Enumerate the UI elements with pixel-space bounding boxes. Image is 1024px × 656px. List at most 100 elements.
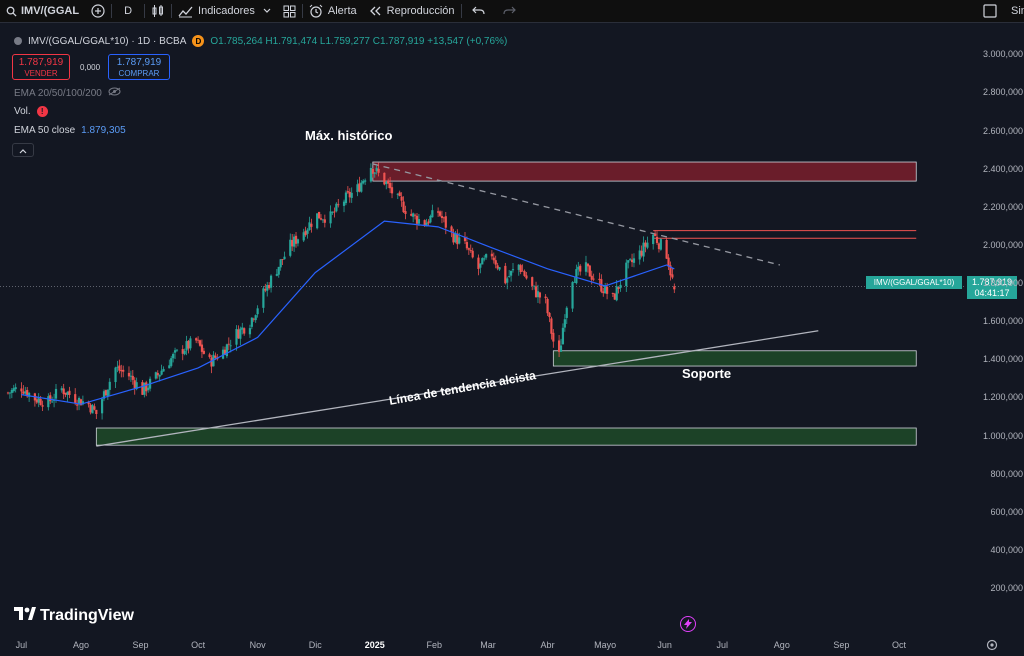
candle-body — [208, 354, 211, 358]
interval-button[interactable]: D — [112, 0, 144, 22]
lightning-icon[interactable] — [680, 616, 696, 632]
candle-body — [577, 266, 580, 270]
chart-area[interactable] — [0, 23, 1024, 656]
candle-body — [54, 388, 58, 399]
candle-body — [348, 191, 351, 198]
candle-body — [331, 212, 334, 213]
redo-button[interactable] — [495, 0, 524, 22]
tradingview-logo[interactable]: TradingView — [14, 607, 134, 625]
candle-body — [550, 318, 553, 334]
ath-annotation[interactable]: Máx. histórico — [305, 128, 393, 143]
buy-button[interactable]: 1.787,919 COMPRAR — [108, 54, 170, 80]
support-zone[interactable] — [552, 350, 917, 367]
volume-indicator[interactable]: Vol. ! — [14, 106, 48, 117]
x-tick-label: Mayo — [594, 640, 617, 650]
y-tick-label: 2.800,000 — [982, 87, 1023, 98]
indicators-icon — [178, 5, 193, 18]
y-tick-label: 400,000 — [990, 544, 1023, 555]
candle-body — [81, 401, 84, 405]
candle-body — [538, 292, 541, 298]
candle-body — [120, 370, 123, 372]
resistance-zone[interactable] — [372, 161, 917, 182]
x-tick-label: Abr — [540, 640, 555, 650]
redo-icon — [502, 6, 516, 16]
candle-body — [521, 270, 524, 272]
compare-button[interactable] — [85, 0, 111, 22]
candle-body — [225, 344, 228, 357]
candle-body — [333, 211, 336, 213]
candle-body — [533, 285, 536, 287]
ema-group-indicator[interactable]: EMA 20/50/100/200 — [14, 87, 121, 99]
y-tick-label: 3.000,000 — [982, 49, 1023, 60]
candle-body — [546, 298, 549, 314]
candle-body — [187, 340, 190, 349]
candle-body — [390, 187, 394, 194]
candle-body — [79, 399, 83, 406]
candle-body — [102, 391, 106, 399]
candle-body — [417, 219, 421, 224]
ema50-indicator[interactable]: EMA 50 close 1.879,305 — [14, 125, 126, 136]
candle-body — [410, 213, 413, 216]
candle-body — [369, 167, 373, 182]
candle-body — [342, 201, 346, 206]
candle-body — [183, 350, 186, 355]
candle-body — [317, 211, 321, 219]
support-annotation[interactable]: Soporte — [682, 366, 732, 381]
candle-body — [14, 387, 17, 390]
right-toolbar-label[interactable]: Sin — [1005, 0, 1024, 22]
candle-body — [131, 375, 134, 380]
candle-body — [344, 192, 348, 204]
candle-body — [60, 388, 63, 391]
alarm-clock-icon — [309, 4, 323, 18]
candle-body — [22, 391, 25, 394]
replay-button[interactable]: Reproducción — [363, 0, 461, 22]
candle-body — [248, 328, 252, 335]
candle-body — [573, 281, 576, 283]
candle-body — [563, 319, 566, 328]
dashed-resistance-line[interactable] — [372, 163, 781, 266]
sell-label: VENDER — [24, 69, 58, 78]
candle-body — [281, 259, 284, 260]
candle-body — [638, 250, 641, 260]
candle-body — [659, 239, 662, 250]
collapse-legend-button[interactable] — [12, 143, 34, 157]
timezone-settings-button[interactable] — [986, 638, 998, 656]
uptrend-line[interactable] — [96, 330, 819, 447]
candle-body — [316, 213, 319, 229]
symbol-search[interactable]: IMV/(GGAL — [0, 0, 85, 22]
candle-body — [37, 398, 40, 403]
fullscreen-button[interactable] — [977, 0, 1003, 22]
candle-body — [504, 265, 507, 284]
undo-button[interactable] — [462, 0, 495, 22]
symbol-price-tag: IMV/(GGAL/GGAL*10) — [866, 276, 962, 289]
candle-body — [172, 353, 175, 359]
candle-body — [548, 312, 551, 318]
candle-body — [306, 229, 309, 234]
candle-body — [477, 257, 480, 269]
candle-body — [141, 382, 144, 395]
toolbar-divider — [144, 4, 146, 18]
candle-body — [632, 258, 636, 263]
y-tick-label: 1.200,000 — [982, 392, 1023, 403]
sell-button[interactable]: 1.787,919 VENDER — [12, 54, 70, 80]
indicators-button[interactable]: Indicadores — [172, 0, 277, 22]
candle-body — [571, 282, 574, 309]
candle-body — [642, 242, 645, 257]
toolbar-divider — [460, 4, 462, 18]
candle-body — [173, 350, 177, 353]
candle-body — [93, 406, 96, 410]
buy-label: COMPRAR — [118, 69, 160, 78]
sell-price: 1.787,919 — [18, 57, 64, 68]
toolbar-divider — [301, 4, 303, 18]
candle-body — [506, 278, 509, 283]
layouts-button[interactable] — [277, 0, 302, 22]
candle-body — [210, 357, 213, 367]
support-zone[interactable] — [95, 427, 917, 446]
chart-type-button[interactable] — [145, 0, 171, 22]
candle-body — [189, 338, 192, 349]
candle-body — [598, 278, 601, 280]
eye-hidden-icon[interactable] — [108, 87, 121, 99]
alert-button[interactable]: Alerta — [303, 0, 363, 22]
candle-body — [440, 216, 444, 219]
